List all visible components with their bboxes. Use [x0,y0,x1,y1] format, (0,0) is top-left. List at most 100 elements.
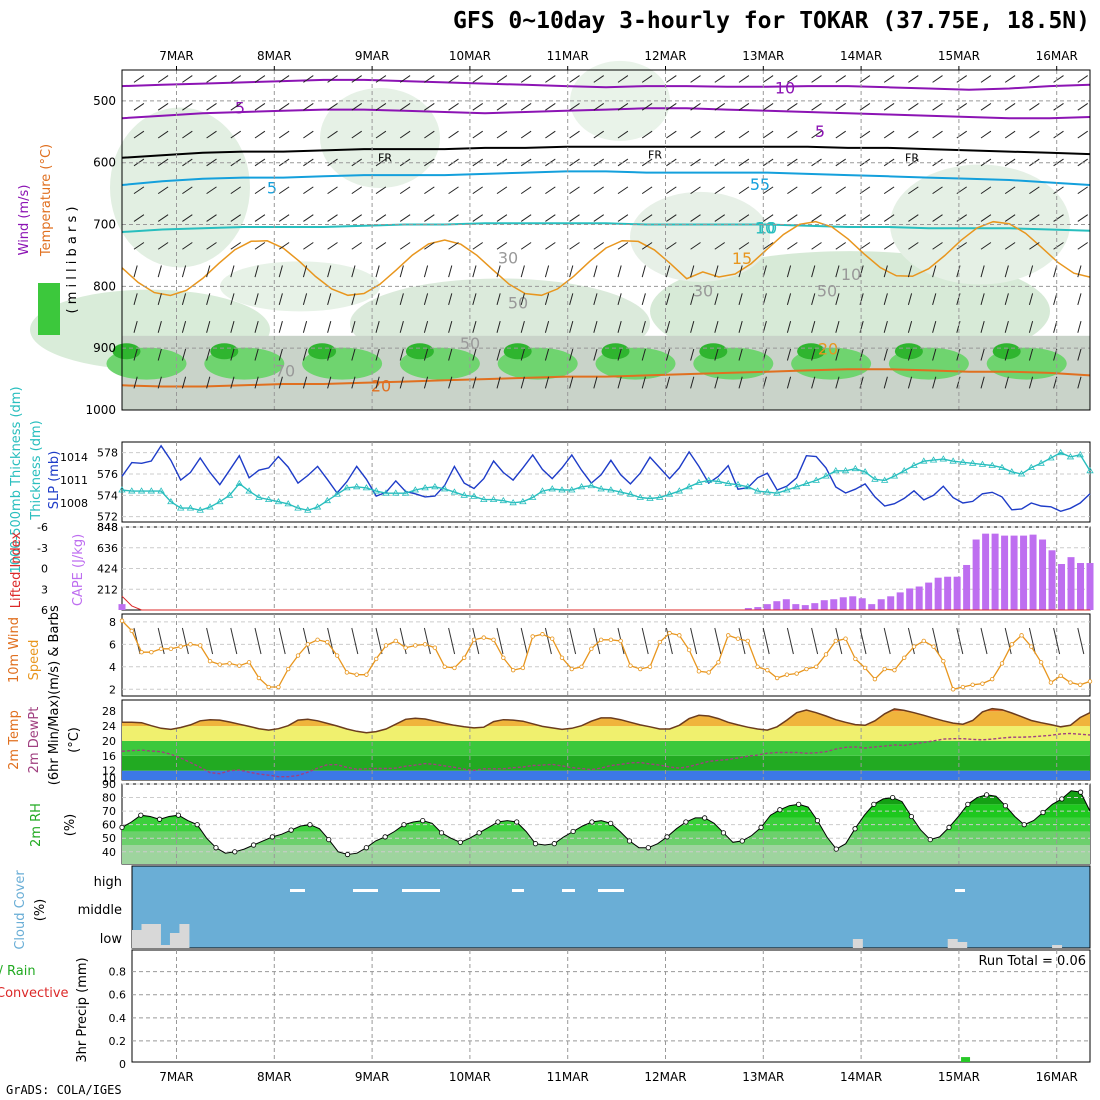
ylabel-temp: Temperature (°C) [39,144,54,257]
wind-barb-10m [254,627,262,655]
wind-barb [835,321,840,333]
ylabel-temp-unit: (°C) [67,727,82,753]
wind-barb-10m [302,627,310,655]
wind-barb [520,348,525,361]
y-tick-label-thickness: 576 [97,468,118,481]
thickness-point [216,497,224,505]
wind-barb [472,293,477,306]
wind-barb [835,102,846,111]
wind-barb [472,214,483,222]
wind-barb [932,348,937,361]
wind-barb [786,293,792,306]
thickness-point [352,483,361,490]
y-tick-label-cape: 848 [97,521,118,534]
date-label-top: 14MAR [840,49,882,63]
wind-barb [496,293,501,306]
wind-barb [181,293,187,306]
wind-speed-point [462,655,467,661]
cape-bar [877,599,885,610]
contour-label: 10 [841,265,861,284]
wind-barb [351,75,362,83]
wind-speed-point [266,684,271,690]
wind-barb [472,158,483,167]
y-tick-label: 600 [93,156,116,170]
wind-barb [932,102,943,111]
date-label-top: 12MAR [644,49,686,63]
wind-barb [1004,293,1009,306]
thickness-point [519,497,527,505]
wind-barbs-10m [133,627,1085,655]
wind-barb [423,293,429,306]
wind-barb [303,186,314,195]
rh-point [344,851,351,858]
wind-barb [545,130,556,139]
ylabel-rh-unit: (%) [63,814,78,837]
wind-barb [520,293,525,306]
wind-barb [1077,321,1082,333]
wind-barb [182,242,193,250]
wind-barb [569,130,580,139]
thickness-point [978,460,987,467]
thickness-point [1076,451,1084,458]
wind-speed-point [1058,673,1063,678]
low-cloud-bar [1052,945,1063,948]
wind-barb [859,293,864,306]
wind-barb [302,321,308,333]
wind-barb [787,102,798,111]
wind-barb [351,214,362,222]
wind-barb [1029,75,1040,83]
low-cloud-bar [141,924,152,948]
wind-barb [375,102,387,111]
thickness-point [998,463,1006,470]
wind-barb [424,158,435,167]
wind-barb-10m [786,627,794,655]
date-label-bottom: 11MAR [547,1070,589,1084]
wind-speed-point [990,676,995,682]
wind-barb [641,348,646,361]
thickness-point [294,504,302,511]
wind-barb [665,321,671,333]
date-label-bottom: 15MAR [938,1070,980,1084]
high-cloud-bar [562,889,575,892]
wind-barb-10m [665,627,673,655]
wind-barb-10m [883,627,891,655]
wind-barb [690,102,701,111]
thickness-point [685,483,693,490]
wind-barb [617,242,629,250]
wind-speed-point [677,633,682,638]
wind-barb [375,158,387,167]
date-label-bottom: 16MAR [1036,1070,1078,1084]
wind-speed-point [452,665,457,671]
ylabel-lifted-index: Lifted Index [9,531,24,608]
wind-barb [182,75,193,83]
wind-barb-10m [448,627,456,655]
wind-barb [278,214,290,222]
wind-barb [424,102,435,111]
wind-barb-10m [375,627,383,655]
chart-title: GFS 0~10day 3-hourly for TOKAR (37.75E, … [453,8,1090,34]
wind-speed-point [207,658,213,664]
wind-speed-point [481,635,486,640]
wind-barb [545,102,556,111]
wind-barb [762,75,774,83]
thickness-point [304,506,312,513]
wind-barb [593,348,598,361]
wind-speed-point [804,666,809,672]
wind-barb [182,102,193,111]
wind-barb [230,102,241,111]
wind-barb [641,102,653,111]
wind-barb [182,214,193,222]
slp-line [121,444,1091,513]
thickness-point [841,467,850,474]
y-tick-label: 70 [102,805,116,818]
wind-barb [520,158,532,167]
wind-barb [883,75,895,83]
wind-barb [932,265,937,278]
wind-speed-point [540,632,545,637]
wind-barb [206,186,217,195]
contour-label: 5 [815,122,825,141]
rh-point [194,822,200,828]
wind-barb [230,214,241,222]
wind-barb [956,75,967,83]
rh-point [119,824,125,830]
